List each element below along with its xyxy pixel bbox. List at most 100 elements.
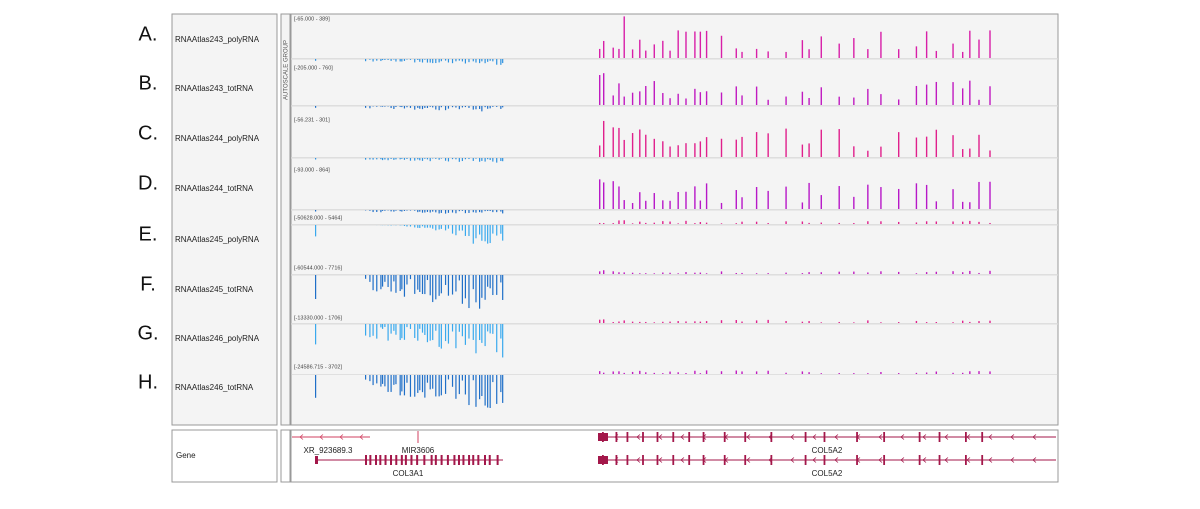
signal-bar [372, 375, 373, 385]
exon [824, 455, 826, 465]
signal-bar [898, 222, 899, 224]
signal-bar [721, 139, 722, 157]
signal-bar [427, 275, 428, 280]
exon [410, 455, 412, 465]
signal-bar [496, 275, 497, 295]
signal-bar [481, 106, 482, 111]
signal-bar [485, 106, 486, 107]
exon [805, 432, 807, 442]
signal-bar [936, 82, 937, 105]
signal-bar [441, 59, 442, 61]
signal-bar [419, 324, 420, 329]
signal-bar [406, 59, 407, 60]
exon [405, 455, 407, 465]
signal-bar [419, 275, 420, 292]
exon [883, 455, 885, 465]
signal-bar [439, 324, 440, 347]
signal-bar [384, 375, 385, 386]
signal-bar [613, 95, 614, 105]
exon [770, 455, 772, 465]
signal-bar [473, 158, 474, 161]
signal-bar [706, 273, 707, 274]
signal-bar [455, 106, 456, 108]
signal-bar [380, 59, 381, 61]
signal-bar [669, 222, 670, 224]
signal-bar [821, 195, 822, 209]
signal-bar [395, 324, 396, 335]
signal-bar [662, 200, 663, 209]
track-range: [-24586.715 - 3702] [294, 364, 342, 370]
signal-bar [422, 375, 423, 392]
signal-bar [465, 59, 466, 63]
signal-bar [387, 375, 388, 392]
signal-bar [439, 158, 440, 160]
signal-bar [654, 322, 655, 323]
signal-bar [853, 223, 854, 224]
exon [939, 432, 941, 442]
signal-bar [969, 221, 970, 224]
signal-bar [685, 143, 686, 157]
signal-bar [424, 225, 425, 228]
signal-bar [475, 375, 476, 407]
signal-bar [387, 158, 388, 160]
signal-bar [369, 324, 370, 337]
signal-bar [662, 41, 663, 58]
exon [744, 432, 746, 442]
signal-bar [424, 210, 425, 213]
signal-bar [391, 106, 392, 108]
signal-bar [639, 129, 640, 157]
signal-bar [395, 275, 396, 293]
signal-bar [393, 375, 394, 385]
gene-label: XR_923689.3 [304, 446, 353, 455]
signal-bar [439, 59, 440, 62]
signal-bar [639, 40, 640, 58]
signal-bar [439, 275, 440, 296]
signal-bar [468, 375, 469, 405]
signal-bar [613, 322, 614, 323]
signal-bar [978, 273, 979, 274]
signal-bar [645, 322, 646, 323]
signal-bar [700, 222, 701, 224]
signal-bar [767, 100, 768, 105]
signal-bar [481, 158, 482, 161]
signal-bar [419, 158, 420, 160]
panel-letter: G. [137, 322, 158, 344]
signal-bar [916, 46, 917, 58]
signal-bar [603, 223, 604, 224]
signal-bar [424, 59, 425, 60]
signal-bar [618, 322, 619, 323]
signal-bar [500, 210, 501, 212]
signal-bar [618, 49, 619, 58]
signal-bar [430, 158, 431, 161]
signal-bar [978, 321, 979, 323]
signal-bar [410, 210, 411, 211]
signal-bar [372, 158, 373, 160]
signal-bar [422, 210, 423, 213]
signal-bar [441, 106, 442, 107]
signal-bar [414, 275, 415, 294]
signal-bar [462, 210, 463, 211]
signal-bar [417, 106, 418, 108]
signal-bar [624, 140, 625, 157]
signal-bar [395, 375, 396, 384]
signal-bar [465, 210, 466, 213]
signal-bar [706, 91, 707, 105]
signal-bar [401, 324, 402, 338]
exon [484, 455, 486, 465]
signal-bar [662, 322, 663, 323]
signal-bar [400, 59, 401, 61]
signal-bar [706, 223, 707, 224]
signal-bar [700, 322, 701, 323]
signal-bar [462, 324, 463, 336]
signal-bar [603, 41, 604, 58]
exon [379, 455, 381, 465]
signal-bar [978, 100, 979, 105]
signal-bar [624, 373, 625, 374]
exon [395, 455, 397, 465]
signal-bar [599, 271, 600, 274]
signal-bar [395, 106, 396, 107]
signal-bar [468, 59, 469, 62]
signal-bar [492, 158, 493, 162]
exon [919, 432, 921, 442]
signal-bar [417, 158, 418, 159]
